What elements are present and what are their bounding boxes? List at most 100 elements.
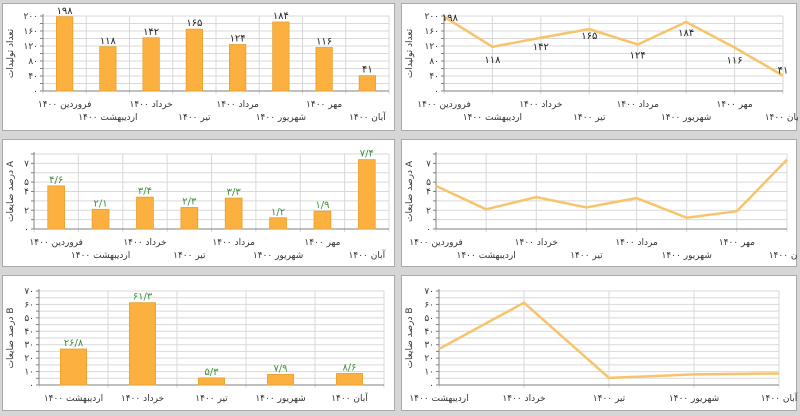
y-axis-title: درصد ضایعات B [6, 307, 16, 368]
y-tick-label: ۷۰ [24, 287, 34, 297]
y-tick-label: ۸۰ [429, 57, 439, 67]
y-tick-label: ۲۰ [24, 354, 34, 364]
y-tick-label: ۴ [24, 188, 29, 198]
x-category-label: فروردین ۱۴۰۰ [38, 100, 92, 110]
x-category-label: مرداد ۱۴۰۰ [616, 100, 659, 110]
chart-svg: ۰ ۴۰ ۸۰ ۱۲۰ ۱۶۰ ۲۰۰ تعداد تولیدات فروردین ۱۴۰۰ ا… [6, 6, 390, 123]
x-category-label: تیر ۱۴۰۰ [178, 113, 211, 123]
x-category-label: آبان ۱۴۰۰ [349, 111, 386, 123]
bar-data-label: ۳/۳ [227, 187, 242, 198]
bar-data-label: ۱۱۸ [100, 36, 117, 47]
waste-a-bar-chart: ۰ ۲ ۴ ۵ ۷ درصد ضایعات A فروردین ۱۴۰۰ اردیبهشت ۱… [2, 139, 395, 267]
y-tick-label: ۲ [426, 206, 431, 216]
x-category-label: خرداد ۱۴۰۰ [519, 100, 562, 110]
bar [269, 217, 287, 230]
y-tick-label: ۴۰ [429, 72, 439, 82]
y-axis-title: تعداد تولیدات [405, 28, 415, 78]
line-data-label: ۱۸۴ [678, 28, 694, 39]
x-category-label: آبان ۱۴۰۰ [761, 392, 798, 404]
y-tick-label: ۰ [24, 225, 29, 235]
x-category-label: آبان ۱۴۰۰ [331, 392, 368, 404]
bar [229, 44, 247, 92]
bar-data-label: ۶۱/۳ [133, 292, 153, 303]
line-data-label: ۱۴۲ [533, 42, 549, 53]
x-category-label: مرداد ۱۴۰۰ [216, 100, 259, 110]
bar-data-label: ۷/۹ [273, 363, 287, 374]
bar [59, 348, 88, 386]
bar-data-label: ۱/۲ [271, 207, 285, 218]
x-category-label: شهریور ۱۴۰۰ [256, 113, 306, 123]
y-tick-label: ۳۰ [424, 341, 434, 351]
bar-data-label: ۱۱۶ [316, 37, 332, 48]
y-tick-label: ۰ [429, 381, 434, 391]
bar-data-label: ۲۶/۸ [64, 338, 84, 349]
x-category-label: تیر ۱۴۰۰ [570, 251, 603, 261]
bar [224, 197, 243, 230]
bar-data-label: ۲/۱ [94, 198, 108, 209]
y-tick-label: ۵۰ [424, 314, 434, 324]
y-tick-label: ۷ [426, 159, 431, 169]
y-axis-title: تعداد تولیدات [6, 28, 16, 78]
bar-data-label: ۱۴۲ [143, 27, 159, 38]
x-category-label: خرداد ۱۴۰۰ [123, 238, 166, 248]
y-tick-label: ۲ [24, 206, 29, 216]
x-category-label: شهریور ۱۴۰۰ [661, 113, 711, 123]
bar-data-label: ۸/۶ [342, 362, 356, 373]
x-category-label: مهر ۱۴۰۰ [304, 238, 340, 248]
x-category-label: خرداد ۱۴۰۰ [130, 100, 173, 110]
x-category-label: مرداد ۱۴۰۰ [615, 238, 658, 248]
chart-svg: ۰ ۲ ۴۵ ۷ درصد ضایعات A فروردین ۱۴۰۰ اردیبهشت ۱… [405, 152, 798, 261]
bar [47, 185, 66, 230]
y-axis-title: درصد ضایعات B [405, 307, 415, 368]
bar [136, 196, 154, 230]
bar-data-label: ۴۱ [362, 65, 373, 76]
y-tick-label: ۱۰ [424, 368, 434, 378]
x-category-label: شهریور ۱۴۰۰ [253, 251, 303, 261]
bar [142, 37, 160, 92]
y-tick-label: ۴۰ [24, 327, 34, 337]
y-axis-title: درصد ضایعات A [6, 160, 16, 222]
x-category-label: اردیبهشت ۱۴۰۰ [78, 113, 137, 123]
bar [313, 210, 332, 230]
y-tick-label: ۱۶۰ [424, 27, 439, 37]
y-tick-label: ۱۲۰ [424, 42, 439, 52]
y-tick-label: ۴ [426, 188, 431, 198]
y-tick-label: ۰ [33, 87, 38, 97]
x-category-label: آبان ۱۴۰۰ [349, 249, 386, 261]
y-tick-label: ۸۰ [28, 57, 38, 67]
x-category-label: اردیبهشت ۱۴۰۰ [409, 394, 468, 404]
bar [272, 21, 290, 92]
bar [197, 377, 226, 386]
line-data-label: ۱۲۴ [630, 51, 646, 62]
bar-data-label: ۱/۹ [315, 200, 329, 211]
bar [99, 46, 117, 92]
y-tick-label: ۰ [434, 87, 439, 97]
line-data-label: ۱۶۵ [581, 31, 597, 42]
y-tick-label: ۴۰ [28, 72, 38, 82]
chart-svg: ۰ ۱۰ ۲۰ ۳۰ ۴۰ ۵۰ ۶۰ ۷۰ درصد ضایعات B اردیبهشت ۱۴۰… [405, 287, 798, 404]
bar [91, 208, 110, 230]
bar [185, 28, 203, 92]
y-tick-label: ۱۶۰ [23, 27, 38, 37]
x-category-label: خرداد ۱۴۰۰ [121, 394, 164, 404]
x-category-label: اردیبهشت ۱۴۰۰ [71, 251, 130, 261]
bar [180, 207, 199, 230]
chart-svg: ۰ ۱۰ ۲۰ ۳۰ ۴۰ ۵۰ ۶۰ ۷۰ درصد ضایعات B اردیبهشت ۱۴۰… [6, 287, 385, 404]
y-tick-label: ۰ [29, 381, 34, 391]
line-data-label: ۱۱۶ [727, 56, 743, 67]
x-category-label: مرداد ۱۴۰۰ [212, 238, 255, 248]
series-line [435, 158, 788, 219]
x-category-label: شهریور ۱۴۰۰ [669, 394, 719, 404]
y-axis-title: درصد ضایعات A [405, 160, 415, 222]
bar [357, 159, 376, 230]
bar-data-label: ۵/۳ [204, 367, 219, 378]
y-tick-label: ۵ [426, 178, 431, 188]
x-category-label: تیر ۱۴۰۰ [573, 113, 606, 123]
x-category-label: تیر ۱۴۰۰ [593, 394, 626, 404]
x-category-label: مهر ۱۴۰۰ [306, 100, 342, 110]
bar [128, 302, 157, 386]
waste-a-line-chart: ۰ ۲ ۴ ۵ ۷ درصد ضایعات A فروردین ۱۴۰۰ اردیبهشت ۱… [401, 139, 798, 267]
bar [335, 373, 364, 386]
bar-data-label: ۱۹۸ [57, 6, 74, 17]
y-tick-label: ۰ [426, 225, 431, 235]
